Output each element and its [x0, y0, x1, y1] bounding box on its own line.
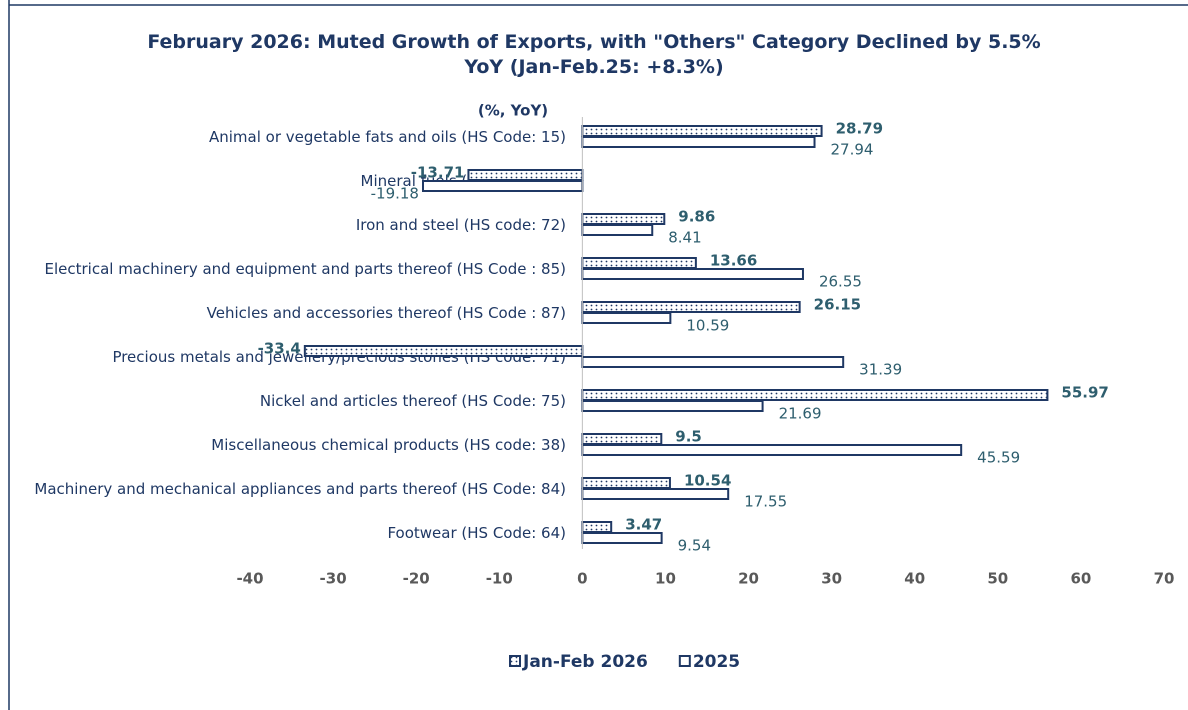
- x-tick-label: -40: [236, 570, 263, 588]
- data-label: 9.5: [675, 428, 702, 446]
- bar: [581, 136, 816, 148]
- x-tick-label: -10: [486, 570, 513, 588]
- data-label: 9.54: [678, 537, 711, 555]
- x-tick-label: 10: [655, 570, 676, 588]
- bar: [581, 356, 845, 368]
- category-label: Miscellaneous chemical products (HS code…: [211, 436, 566, 454]
- category-label: Animal or vegetable fats and oils (HS Co…: [208, 128, 566, 146]
- x-tick-label: 40: [904, 570, 925, 588]
- x-tick-label: -20: [403, 570, 430, 588]
- bar: [581, 433, 663, 445]
- chart-title: February 2026: Muted Growth of Exports, …: [147, 31, 1041, 78]
- bar: [421, 180, 584, 192]
- bar: [581, 488, 730, 500]
- category-label: Nickel and articles thereof (HS Code: 75…: [259, 392, 566, 410]
- x-tick-label: 50: [987, 570, 1008, 588]
- data-label: 45.59: [977, 449, 1020, 467]
- x-tick-label: 70: [1154, 570, 1175, 588]
- x-tick-label: 20: [738, 570, 759, 588]
- x-tick-label: 30: [821, 570, 842, 588]
- axis-label: (%, YoY): [478, 102, 548, 120]
- data-label: 26.55: [819, 273, 862, 291]
- data-label: 31.39: [859, 361, 902, 379]
- data-label: 8.41: [668, 229, 701, 247]
- legend-label: 2025: [693, 652, 740, 672]
- data-label: 55.97: [1061, 384, 1108, 402]
- data-label: 27.94: [831, 141, 874, 159]
- data-label: 10.54: [684, 472, 731, 490]
- data-label: -33.4: [258, 340, 301, 358]
- data-label: 9.86: [678, 208, 715, 226]
- data-label: 17.55: [744, 493, 787, 511]
- category-label: Machinery and mechanical appliances and …: [34, 480, 566, 498]
- bar: [581, 213, 666, 225]
- bar: [467, 169, 584, 181]
- bar: [581, 532, 663, 544]
- bar: [581, 268, 804, 280]
- bar: [581, 444, 963, 456]
- bar: [581, 301, 801, 313]
- legend-swatch: [678, 655, 691, 667]
- bar: [581, 521, 613, 533]
- x-tick-label: -30: [320, 570, 347, 588]
- x-tick-label: 0: [577, 570, 587, 588]
- data-label: 10.59: [686, 317, 729, 335]
- data-label: 26.15: [814, 296, 861, 314]
- legend-label: Jan-Feb 2026: [522, 652, 648, 672]
- bar: [581, 257, 697, 269]
- bar: [581, 400, 764, 412]
- data-label: 13.66: [710, 252, 757, 270]
- bar: [581, 312, 672, 324]
- x-tick-label: 60: [1070, 570, 1091, 588]
- bar: [581, 389, 1049, 401]
- bar: [581, 125, 823, 137]
- data-label: 21.69: [779, 405, 822, 423]
- category-label: Vehicles and accessories thereof (HS Cod…: [206, 304, 566, 322]
- category-label: Footwear (HS Code: 64): [387, 524, 566, 542]
- category-label: Iron and steel (HS code: 72): [355, 216, 566, 234]
- data-label: -13.71: [411, 164, 465, 182]
- data-label: 3.47: [625, 516, 662, 534]
- bar: [581, 224, 654, 236]
- data-label: 28.79: [836, 120, 883, 138]
- data-label: -19.18: [371, 185, 419, 203]
- bar: [581, 477, 671, 489]
- bar: [303, 345, 584, 357]
- category-label: Electrical machinery and equipment and p…: [44, 260, 566, 278]
- legend-swatch: [509, 655, 521, 667]
